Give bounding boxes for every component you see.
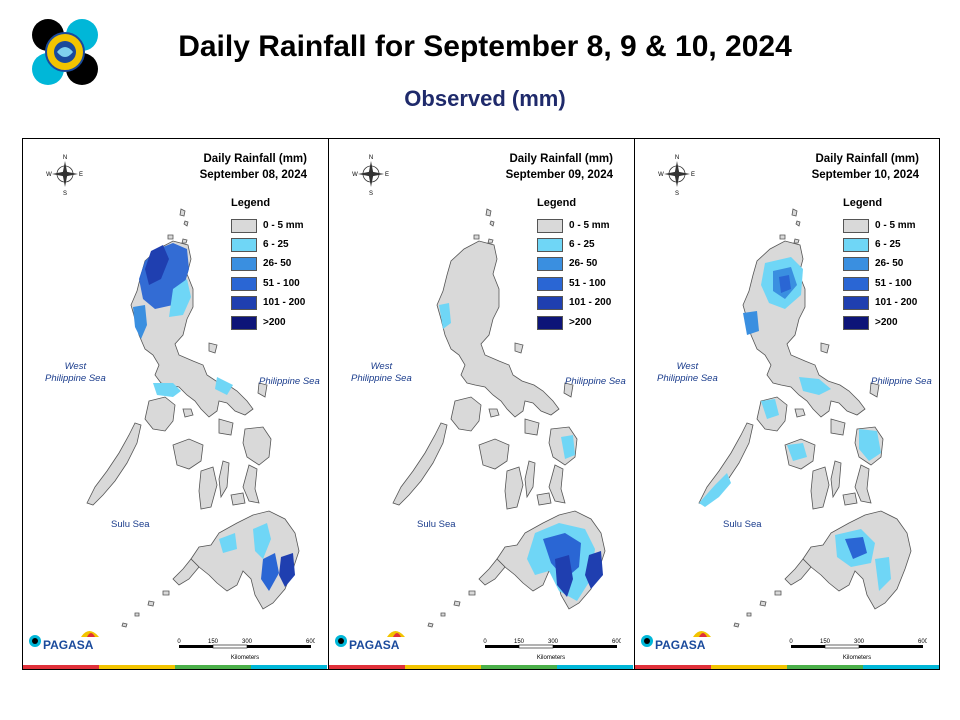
panel-title-date: September 08, 2024 — [199, 169, 307, 181]
panel-title-line1: Daily Rainfall (mm) — [203, 153, 307, 165]
west-philippine-sea-label: West Philippine Sea — [351, 361, 412, 384]
svg-text:W: W — [352, 172, 358, 178]
rainfall-map-sep08: N S W E — [46, 155, 300, 628]
svg-text:600: 600 — [612, 639, 621, 645]
legend-title: Legend — [843, 197, 883, 209]
panel-title: Daily Rainfall (mm) September 10, 2024 — [811, 153, 919, 181]
sulu-sea-label: Sulu Sea — [417, 519, 456, 530]
svg-text:Kilometers: Kilometers — [231, 655, 259, 661]
scale-bar: 0 150 300 600 Kilometers — [483, 639, 621, 661]
svg-text:150: 150 — [820, 639, 831, 645]
panel-title-date: September 10, 2024 — [811, 169, 919, 181]
svg-text:N: N — [369, 155, 373, 161]
svg-text:0: 0 — [789, 639, 793, 645]
rainfall-map-sep09: N S W E — [352, 155, 606, 628]
svg-text:N: N — [675, 155, 679, 161]
svg-text:300: 300 — [548, 639, 559, 645]
svg-text:0: 0 — [483, 639, 487, 645]
svg-text:600: 600 — [918, 639, 927, 645]
svg-text:300: 300 — [242, 639, 253, 645]
legend-swatch — [231, 219, 257, 233]
color-strip — [23, 665, 327, 669]
svg-text:PAGASA: PAGASA — [349, 638, 400, 652]
legend-title: Legend — [537, 197, 577, 209]
svg-text:600: 600 — [306, 639, 315, 645]
scale-bar: 0 150 300 600 Kilometers — [789, 639, 927, 661]
sulu-sea-label: Sulu Sea — [723, 519, 762, 530]
pagasa-wordmark: PAGASA — [43, 638, 94, 652]
svg-text:150: 150 — [208, 639, 219, 645]
compass-rose-icon — [52, 161, 78, 187]
philippine-sea-label: Philippine Sea — [259, 376, 320, 387]
page-title: Daily Rainfall for September 8, 9 & 10, … — [178, 30, 792, 63]
pagasa-logo: PAGASA — [641, 631, 711, 652]
west-philippine-sea-label: West Philippine Sea — [45, 361, 106, 384]
west-philippine-sea-label: West Philippine Sea — [657, 361, 718, 384]
rainfall-map-panel-sep08: N S W E Daily Rainfall (mm) September 08… — [23, 139, 327, 669]
svg-text:0: 0 — [177, 639, 181, 645]
legend-title: Legend — [231, 197, 271, 209]
compass-rose-icon — [358, 161, 384, 187]
dost-logo — [30, 18, 100, 86]
scale-bar: 0 150 300 600 Kilometers — [177, 639, 315, 661]
compass-w: W — [46, 172, 52, 178]
svg-text:E: E — [691, 172, 695, 178]
color-strip — [635, 665, 939, 669]
svg-text:150: 150 — [514, 639, 525, 645]
panel-title-date: September 09, 2024 — [505, 169, 613, 181]
rainfall-map-panel-sep10: N S W E Daily Rainfall (mm) September 10… — [634, 139, 939, 669]
svg-text:Kilometers: Kilometers — [843, 655, 871, 661]
svg-text:300: 300 — [854, 639, 865, 645]
svg-text:Kilometers: Kilometers — [537, 655, 565, 661]
compass-s: S — [63, 191, 67, 197]
color-strip — [329, 665, 633, 669]
page-subtitle: Observed (mm) — [404, 86, 566, 111]
compass-rose-icon — [664, 161, 690, 187]
compass-e: E — [79, 172, 83, 178]
svg-text:PAGASA: PAGASA — [655, 638, 706, 652]
panel-title: Daily Rainfall (mm) September 09, 2024 — [505, 153, 613, 181]
pagasa-logo: PAGASA — [29, 631, 99, 652]
svg-text:S: S — [369, 191, 373, 197]
compass-n: N — [63, 155, 67, 161]
rainfall-map-panel-sep09: N S W E Daily Rainfall (mm) September 09… — [328, 139, 633, 669]
pagasa-logo: PAGASA — [335, 631, 405, 652]
rainfall-panels: N S W E Daily Rainfall (mm) September 08… — [22, 138, 940, 670]
philippine-sea-label: Philippine Sea — [871, 376, 932, 387]
sulu-sea-label: Sulu Sea — [111, 519, 150, 530]
svg-text:W: W — [658, 172, 664, 178]
svg-text:S: S — [675, 191, 679, 197]
rainfall-map-sep10: N S W E — [658, 155, 912, 628]
svg-text:E: E — [385, 172, 389, 178]
panel-title: Daily Rainfall (mm) September 08, 2024 — [200, 151, 307, 183]
philippine-sea-label: Philippine Sea — [565, 376, 626, 387]
